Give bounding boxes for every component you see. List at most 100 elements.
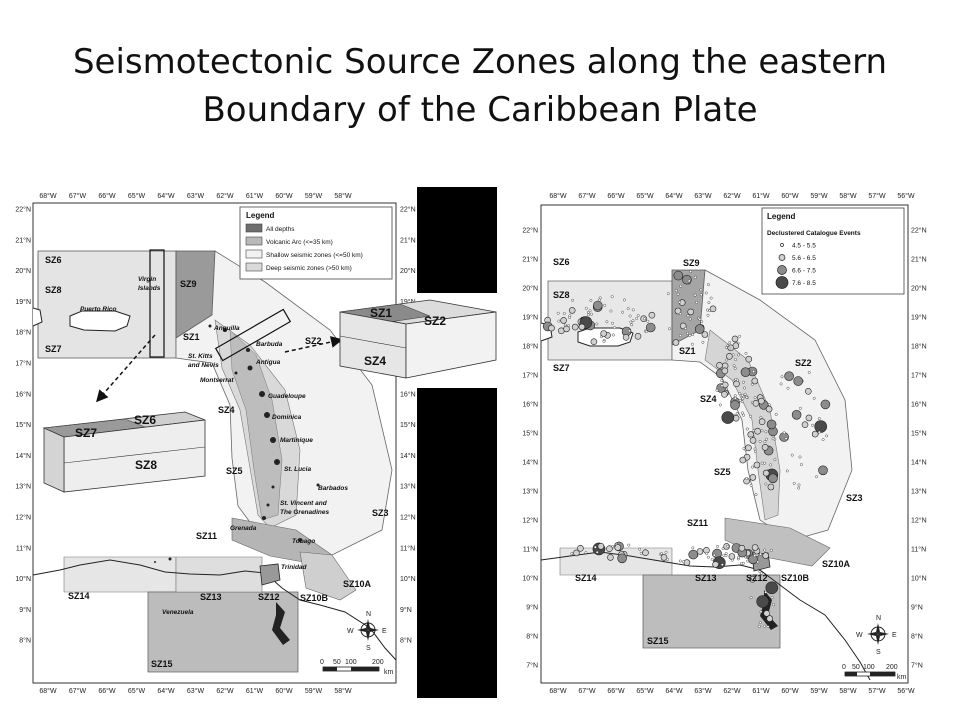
left-label-sz3: SZ3 (372, 508, 389, 518)
left-lon-top-label: 58°W (334, 192, 352, 200)
label-anguilla: Anguilla (213, 325, 240, 332)
left-lat-r-label: 10°N (400, 575, 416, 583)
event-marker (734, 358, 737, 361)
event-marker (683, 559, 691, 566)
right-legend-item-label: 5.6 - 6.5 (792, 255, 816, 262)
block-a-sz8: SZ8 (135, 458, 157, 472)
left-lat-r-label: 14°N (400, 452, 416, 460)
label-antigua: Antigua (255, 359, 281, 366)
event-marker (600, 330, 608, 337)
event-marker (766, 419, 777, 430)
event-marker (712, 561, 719, 568)
left-lat-l-label: 22°N (15, 206, 31, 214)
right-lat-l-label: 16°N (522, 401, 538, 409)
right-scale-200: 200 (886, 664, 898, 671)
left-legend-swatch (245, 223, 263, 233)
event-marker (815, 475, 818, 479)
r-zone-sz15 (642, 574, 781, 649)
event-marker (733, 366, 737, 370)
event-marker (688, 333, 692, 337)
event-marker (721, 367, 729, 375)
right-legend-subtitle: Declustered Catalogue Events (767, 230, 861, 237)
right-label-sz7: SZ7 (553, 363, 570, 373)
right-lon-top-label: 67°W (578, 192, 596, 200)
right-lat-l-label: 17°N (522, 372, 538, 380)
event-marker (610, 295, 614, 299)
left-lon-bot-label: 59°W (305, 687, 323, 695)
label-guadeloupe: Guadeloupe (268, 393, 306, 400)
event-marker (592, 300, 603, 311)
left-label-sz12: SZ12 (258, 592, 280, 602)
right-lat-r-label: 22°N (911, 227, 927, 235)
event-marker (617, 553, 627, 564)
event-marker (749, 575, 756, 583)
event-marker (765, 437, 768, 441)
event-marker (597, 542, 605, 550)
right-legend-symbol (777, 265, 787, 275)
right-lat-r-label: 10°N (911, 575, 927, 583)
left-lat-l-label: 10°N (15, 575, 31, 583)
left-label-sz1: SZ1 (183, 332, 200, 342)
event-marker (773, 458, 777, 461)
event-marker (768, 403, 771, 407)
event-marker (753, 447, 757, 451)
left-lat-l-label: 20°N (15, 267, 31, 275)
left-lon-top-label: 59°W (305, 192, 323, 200)
left-scale-100: 100 (345, 659, 357, 666)
event-marker (667, 292, 670, 296)
event-marker (811, 430, 819, 438)
left-legend-title: Legend (246, 211, 275, 220)
event-marker (707, 555, 710, 559)
right-lat-l-label: 9°N (526, 604, 538, 612)
left-lat-r-label: 22°N (400, 206, 416, 214)
event-marker (628, 329, 631, 333)
event-marker (749, 474, 757, 481)
left-lon-bot-label: 60°W (275, 687, 293, 695)
event-marker (578, 323, 586, 331)
right-label-sz8: SZ8 (553, 290, 570, 300)
event-marker (614, 544, 622, 551)
right-lat-l-label: 15°N (522, 430, 538, 438)
right-lon-bot-label: 64°W (665, 687, 683, 695)
event-marker (642, 549, 649, 557)
label-venezuela: Venezuela (162, 609, 194, 616)
event-marker (740, 562, 743, 565)
right-lat-r-label: 11°N (911, 546, 926, 554)
block-a-sz7-sz6-sz8: SZ7 SZ6 SZ8 (42, 411, 206, 493)
event-marker (742, 446, 746, 450)
left-lat-l-label: 12°N (15, 514, 31, 522)
right-lon-bot-label: 59°W (810, 687, 828, 695)
right-lat-l-label: 22°N (522, 227, 538, 235)
event-marker (678, 300, 681, 304)
title-line-1: Seismotectonic Source Zones along the ea… (72, 42, 888, 82)
event-marker (725, 345, 728, 349)
event-marker (673, 270, 684, 281)
left-compass: N E S W (347, 611, 387, 652)
event-marker (688, 317, 692, 321)
event-marker (627, 543, 631, 547)
right-lat-r-label: 18°N (911, 343, 927, 351)
right-lon-bot-label: 58°W (839, 687, 857, 695)
left-lon-top-label: 65°W (128, 192, 146, 200)
event-marker (699, 293, 703, 297)
event-marker (758, 397, 765, 405)
event-marker (693, 293, 697, 297)
event-marker (691, 333, 694, 336)
event-marker (779, 382, 783, 386)
event-marker (705, 552, 709, 555)
left-lon-bot-label: 68°W (39, 687, 57, 695)
right-lon-bot-label: 61°W (752, 687, 770, 695)
event-marker (728, 553, 736, 560)
event-marker (666, 557, 669, 561)
left-lat-l-label: 21°N (15, 236, 31, 244)
event-marker (767, 483, 775, 491)
right-label-sz15: SZ15 (647, 636, 669, 646)
event-marker (754, 493, 758, 496)
event-marker (672, 339, 680, 346)
right-label-sz1: SZ1 (679, 346, 696, 356)
event-marker (791, 409, 802, 420)
label-islands: Islands (138, 285, 161, 292)
event-marker (589, 298, 593, 302)
event-marker (741, 393, 744, 397)
event-marker (740, 367, 751, 378)
